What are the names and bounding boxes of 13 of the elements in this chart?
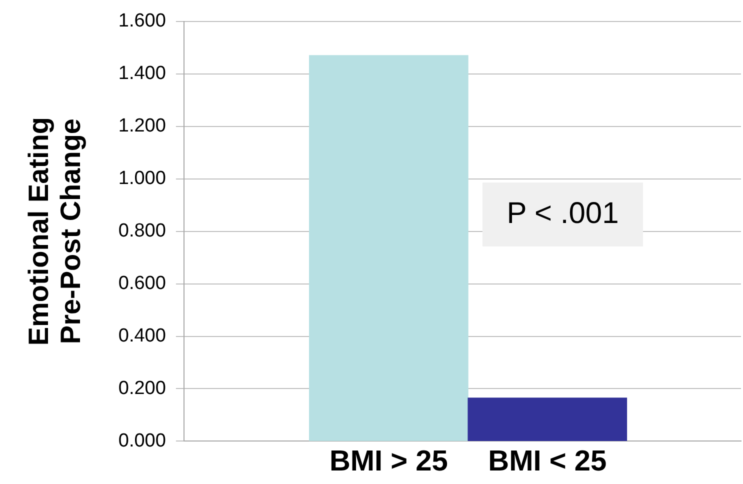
y-tick-label: 1.000 xyxy=(118,168,166,190)
x-tick-label: BMI > 25 xyxy=(329,446,448,478)
y-axis-title: Emotional Eating Pre-Post Change xyxy=(22,116,86,346)
y-tick-label: 1.400 xyxy=(118,63,166,84)
y-tick-label: 0.200 xyxy=(118,378,166,399)
annotation: P < .001 xyxy=(506,196,619,230)
y-tick-label: 1.600 xyxy=(118,10,166,32)
y-tick-label: 1.200 xyxy=(118,116,166,137)
y-tick-label: 0.800 xyxy=(118,220,166,242)
y-tick-label: 0.000 xyxy=(118,430,166,452)
y-tick-label: 0.600 xyxy=(118,273,166,294)
x-tick-label: BMI < 25 xyxy=(488,446,607,478)
y-tick-label: 0.400 xyxy=(118,325,166,346)
